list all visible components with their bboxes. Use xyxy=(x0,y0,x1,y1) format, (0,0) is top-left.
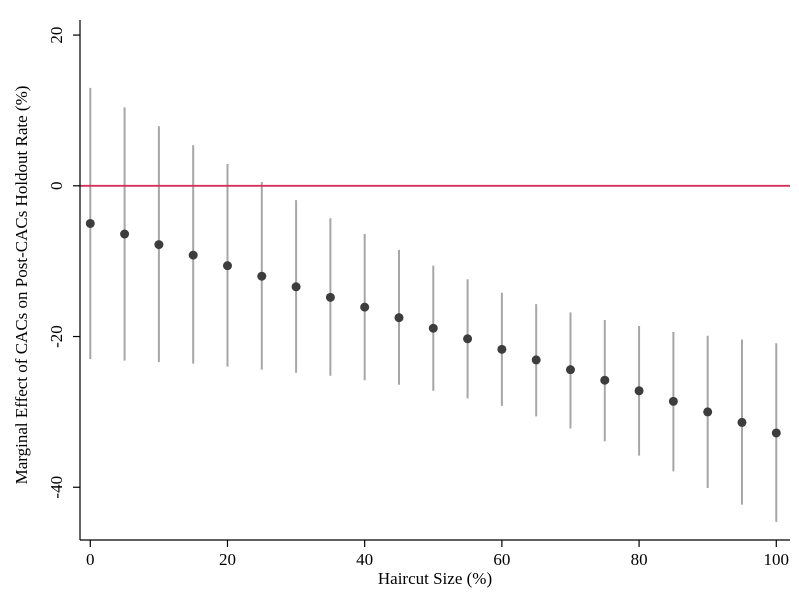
y-tick-label: 0 xyxy=(47,182,66,191)
data-point xyxy=(737,417,747,427)
data-point xyxy=(497,344,507,354)
y-axis-title: Marginal Effect of CACs on Post-CACs Hol… xyxy=(12,86,31,485)
x-axis-title: Haircut Size (%) xyxy=(378,569,492,588)
data-point xyxy=(600,375,610,385)
data-point xyxy=(291,282,301,292)
y-tick-label: -40 xyxy=(47,476,66,499)
axes: 20 0 -20 -40 0 20 40 60 80 100 xyxy=(47,20,790,569)
marginal-effect-points xyxy=(85,218,781,438)
x-tick-label: 80 xyxy=(631,550,648,569)
y-tick-label: -20 xyxy=(47,325,66,348)
data-point xyxy=(154,240,164,250)
x-tick-label: 100 xyxy=(764,550,790,569)
data-point xyxy=(531,355,541,365)
data-point xyxy=(85,218,95,228)
plot-area xyxy=(80,87,790,522)
y-tick-label: 20 xyxy=(47,27,66,44)
y-axis-ticks: 20 0 -20 -40 xyxy=(47,27,80,499)
data-point xyxy=(668,396,678,406)
data-point xyxy=(394,313,404,323)
confidence-interval-bars xyxy=(89,87,778,522)
x-tick-label: 20 xyxy=(219,550,236,569)
data-point xyxy=(634,386,644,396)
data-point xyxy=(257,271,267,281)
data-point xyxy=(188,250,198,260)
data-point xyxy=(565,365,575,375)
x-tick-label: 0 xyxy=(86,550,95,569)
x-tick-label: 40 xyxy=(356,550,373,569)
data-point xyxy=(360,302,370,312)
data-point xyxy=(771,428,781,438)
data-point xyxy=(428,323,438,333)
x-axis-ticks: 0 20 40 60 80 100 xyxy=(86,540,789,569)
data-point xyxy=(120,229,130,239)
data-point xyxy=(222,261,232,271)
x-tick-label: 60 xyxy=(493,550,510,569)
data-point xyxy=(325,292,335,302)
data-point xyxy=(703,407,713,417)
data-point xyxy=(463,334,473,344)
